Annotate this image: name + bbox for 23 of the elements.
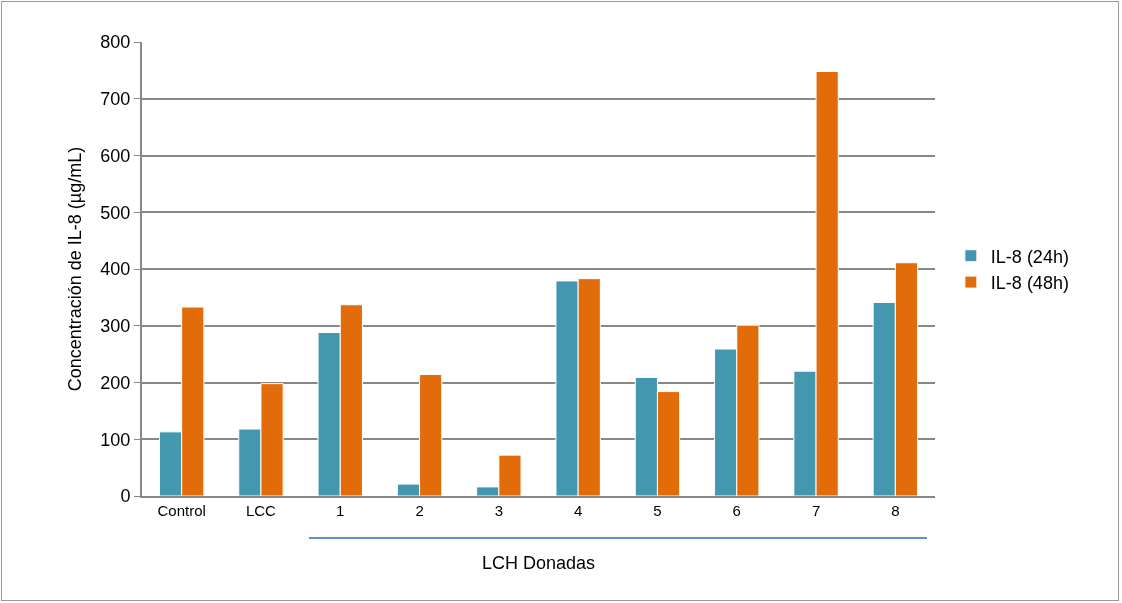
x-tick-label: 5 — [653, 502, 662, 519]
legend-label: IL-8 (48h) — [990, 273, 1069, 294]
y-tick-label: 500 — [100, 202, 131, 223]
x-tick-label: LCC — [245, 502, 277, 519]
y-tick-label: 300 — [100, 316, 131, 337]
x-tick-label: 7 — [811, 502, 821, 519]
y-tick-label: 600 — [100, 145, 131, 166]
x-tick-label: Control — [157, 502, 206, 519]
y-tick-label: 100 — [100, 429, 131, 450]
y-tick-label: 0 — [120, 486, 131, 507]
x-tick-label: 1 — [336, 502, 345, 519]
x-tick-label: 4 — [573, 502, 583, 519]
x-tick-label: 3 — [494, 502, 504, 519]
y-tick-label: 200 — [100, 372, 131, 393]
y-axis-title: Concentración de IL-8 (µg/mL) — [65, 146, 86, 392]
y-tick-label: 800 — [100, 32, 131, 53]
x-tick-label: 8 — [891, 502, 900, 519]
x-tick-label: 6 — [732, 502, 741, 519]
x-tick-label: 2 — [415, 502, 424, 519]
x-axis-title: LCH Donadas — [481, 552, 596, 573]
legend-label: IL-8 (24h) — [990, 246, 1069, 267]
y-tick-label: 400 — [100, 259, 131, 280]
y-tick-label: 700 — [100, 89, 131, 110]
